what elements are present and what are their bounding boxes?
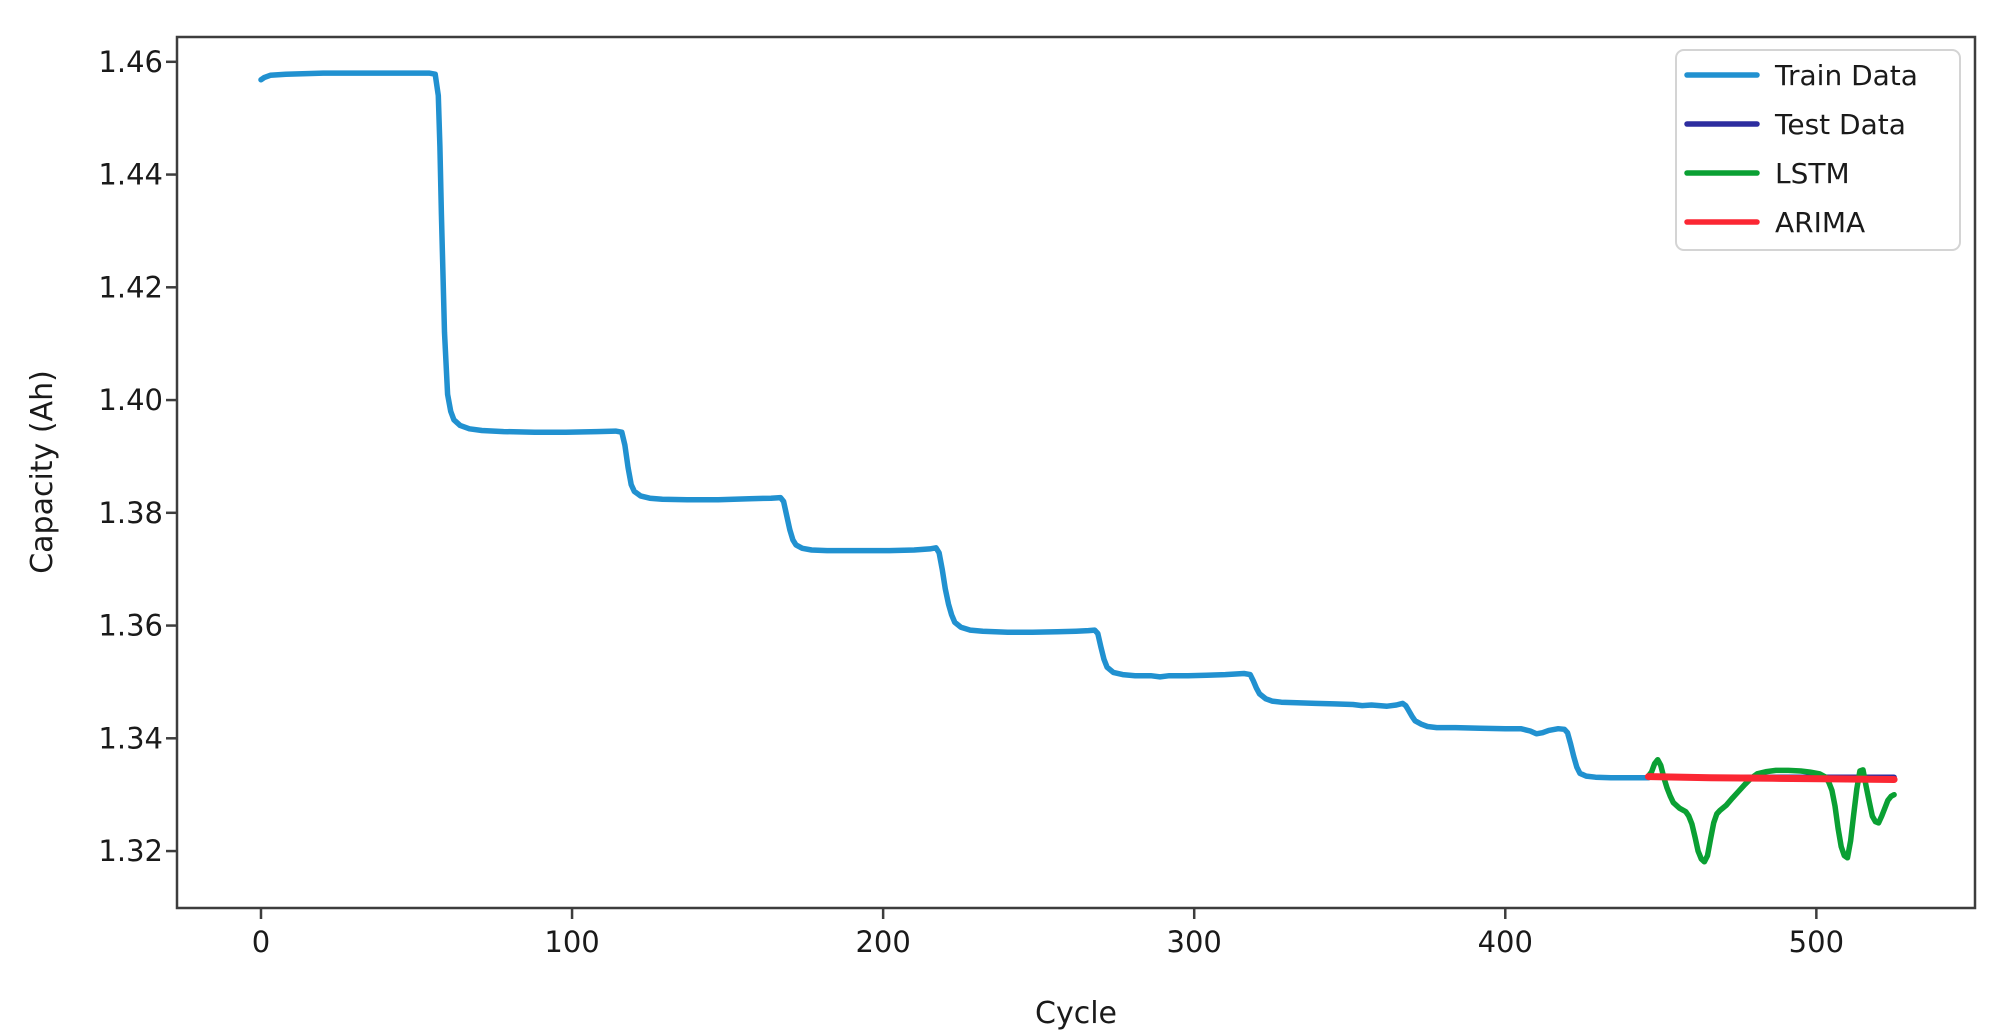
x-tick-label: 400 (1478, 925, 1533, 959)
y-tick-label: 1.46 (98, 45, 163, 79)
y-tick-label: 1.42 (98, 270, 163, 304)
x-tick-label: 500 (1789, 925, 1844, 959)
y-tick-label: 1.32 (98, 834, 163, 868)
y-tick-label: 1.36 (98, 609, 163, 643)
legend-entry-label: Train Data (1774, 59, 1918, 92)
legend-entry-label: LSTM (1775, 157, 1850, 190)
x-tick-label: 200 (855, 925, 910, 959)
plot-frame (175, 35, 1977, 910)
x-tick-label: 100 (544, 925, 599, 959)
legend-box (1675, 49, 1961, 251)
series-line-arima (1644, 773, 1898, 783)
legend-entry-label: Test Data (1774, 108, 1906, 141)
legend-entry: Train Data (1684, 59, 1918, 92)
y-tick-label: 1.38 (98, 496, 163, 530)
x-tick-label: 0 (252, 925, 270, 959)
legend-entry: LSTM (1684, 157, 1850, 190)
y-tick-label: 1.34 (98, 721, 163, 755)
ticks-layer: 0 100 200 300 400 500 1.32 1.34 1.36 1.38 1.40 1.42… (98, 45, 1844, 959)
legend-entry: Test Data (1684, 108, 1906, 141)
axes-spines (175, 35, 1977, 910)
legend-entry: ARIMA (1684, 206, 1865, 239)
y-tick-label: 1.44 (98, 158, 163, 192)
series-layer (258, 70, 1898, 865)
series-line-train-data (258, 70, 1652, 781)
legend-entry-label: ARIMA (1775, 206, 1865, 239)
y-tick-label: 1.40 (98, 383, 163, 417)
x-axis-label: Cycle (1035, 996, 1117, 1031)
y-axis-label: Capacity (Ah) (25, 370, 60, 574)
legend: Train Data Test Data LSTM ARIMA (1675, 49, 1961, 251)
x-tick-label: 300 (1167, 925, 1222, 959)
